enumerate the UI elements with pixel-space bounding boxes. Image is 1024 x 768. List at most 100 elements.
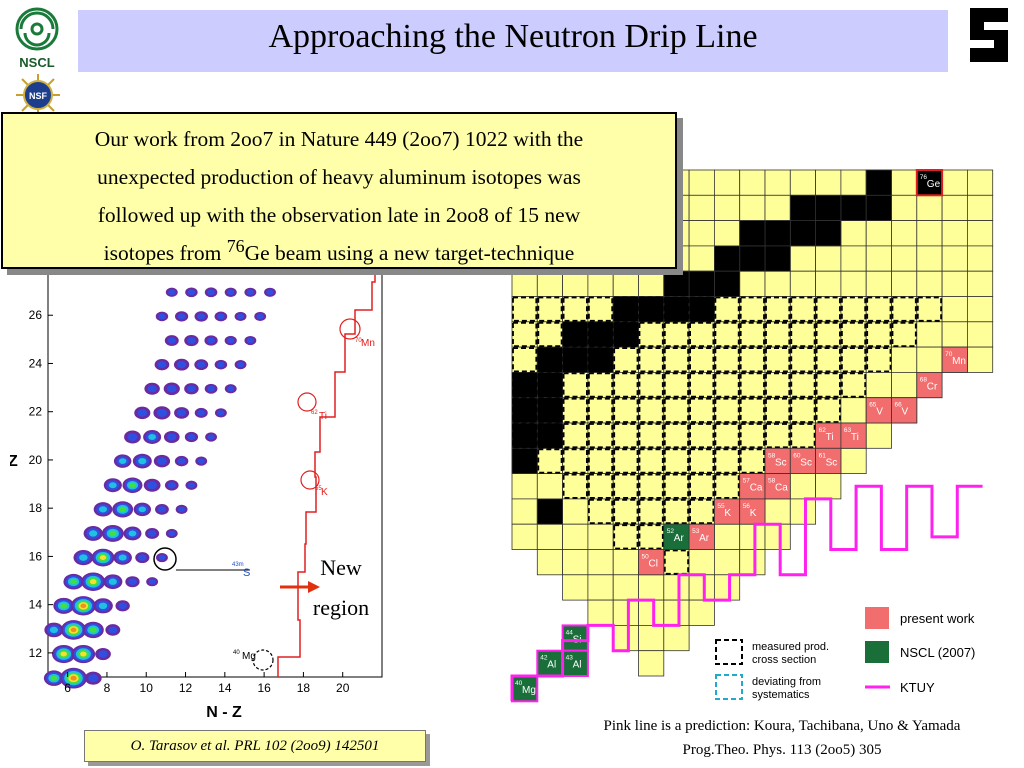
cell-element: Ca xyxy=(750,483,763,494)
measured-cell xyxy=(663,321,690,348)
measured-cell xyxy=(512,347,538,373)
chart-cell xyxy=(865,245,892,272)
measured-cell xyxy=(562,448,588,474)
measured-cell xyxy=(739,372,765,398)
stable-isotope-cell xyxy=(789,220,816,247)
measured-cell xyxy=(663,498,690,525)
s-mass: 43m xyxy=(232,562,244,568)
isotope-blob xyxy=(207,337,216,344)
mn-label: Mn xyxy=(361,338,375,349)
stable-isotope-cell xyxy=(815,194,842,221)
isotope-blob xyxy=(207,289,215,296)
measured-cell xyxy=(537,296,563,322)
chart-cell xyxy=(840,321,867,348)
isotope-cell-76ge: 76Ge xyxy=(915,169,944,197)
cell-mass: 52 xyxy=(667,528,675,535)
chart-cell xyxy=(536,270,563,297)
stable-isotope-cell xyxy=(562,321,589,348)
drip-boundary-line xyxy=(277,267,376,677)
stable-isotope-cell xyxy=(536,397,563,424)
cell-mass: 50 xyxy=(642,554,650,561)
isotope-blob xyxy=(187,337,196,344)
chart-cell xyxy=(587,422,614,449)
chart-cell xyxy=(612,473,639,500)
chart-cell xyxy=(916,296,943,323)
isotope-blob xyxy=(119,506,127,513)
stable-isotope-cell xyxy=(713,245,741,272)
chart-cell xyxy=(638,346,665,373)
isotope-blob xyxy=(50,675,58,681)
measured-cell xyxy=(790,321,816,348)
measured-cell xyxy=(613,524,639,550)
legend-nscl-swatch xyxy=(865,641,889,663)
measured-cell xyxy=(689,347,715,373)
isotope-blob xyxy=(79,554,88,561)
cell-mass: 70 xyxy=(945,351,953,358)
measured-cell xyxy=(891,321,917,348)
measured-cell xyxy=(739,448,765,474)
measured-cell xyxy=(840,296,867,322)
stable-isotope-cell xyxy=(638,296,665,323)
y-tick-label: 22 xyxy=(29,405,43,419)
stable-isotope-cell xyxy=(739,220,766,247)
legend-measured-line1: measured prod. xyxy=(752,641,829,653)
isotope-blob xyxy=(108,482,117,489)
chart-cell xyxy=(562,523,589,550)
isotope-blob xyxy=(157,361,167,369)
chart-cell xyxy=(638,473,665,500)
chart-cell xyxy=(663,498,690,525)
isotope-blob xyxy=(197,409,206,416)
cell-mass: 55 xyxy=(717,503,725,510)
stable-isotope-cell xyxy=(789,194,816,221)
stable-isotope-cell xyxy=(536,371,563,399)
chart-cell xyxy=(865,270,892,297)
chart-cell xyxy=(688,321,715,348)
measured-cell xyxy=(714,397,740,423)
chart-cell xyxy=(840,447,867,474)
cell-element: Ca xyxy=(775,483,788,494)
chart-cell xyxy=(840,397,867,424)
chart-cell xyxy=(713,371,741,399)
y-axis-ticks: 12 14 16 18 20 22 24 26 xyxy=(29,308,53,660)
cell-element: Cl xyxy=(649,559,658,570)
chart-cell xyxy=(966,220,994,247)
mn-circle xyxy=(339,318,361,340)
measured-cell xyxy=(638,296,664,322)
new-region-line2: region xyxy=(312,595,370,620)
chart-cell xyxy=(688,245,715,272)
isotope-blob xyxy=(156,408,168,417)
ti-circle xyxy=(297,392,317,412)
measured-cell xyxy=(512,321,538,348)
isotope-blob xyxy=(187,289,196,296)
cell-element: Sc xyxy=(800,457,812,468)
measured-cell xyxy=(613,347,639,373)
isotope-blob xyxy=(168,289,176,296)
chart-cell xyxy=(587,523,614,550)
isotope-blob xyxy=(147,481,158,490)
chart-cell xyxy=(663,397,690,424)
isotope-blob xyxy=(129,482,136,488)
isotope-blob xyxy=(246,289,254,296)
chart-cell xyxy=(612,574,639,601)
chart-cell xyxy=(688,549,715,576)
cell-bg xyxy=(891,397,918,424)
new-region-arrow-head xyxy=(308,581,320,593)
chart-cell xyxy=(511,498,538,525)
chart-cell xyxy=(739,371,766,399)
isotope-blob xyxy=(168,530,176,537)
isotope-blob xyxy=(60,603,68,609)
measured-cell xyxy=(512,423,538,449)
measured-cell xyxy=(638,473,664,499)
isotope-blob xyxy=(70,627,77,633)
chart-cell xyxy=(865,346,892,373)
chart-cell xyxy=(891,321,918,348)
cell-element: Ge xyxy=(927,179,941,190)
cell-element: Ti xyxy=(826,432,834,443)
isotope-blob xyxy=(227,289,235,296)
callout-line4-post: Ge beam using a new target-technique xyxy=(244,241,575,266)
chart-cell xyxy=(562,397,589,424)
chart-cell xyxy=(789,498,816,525)
